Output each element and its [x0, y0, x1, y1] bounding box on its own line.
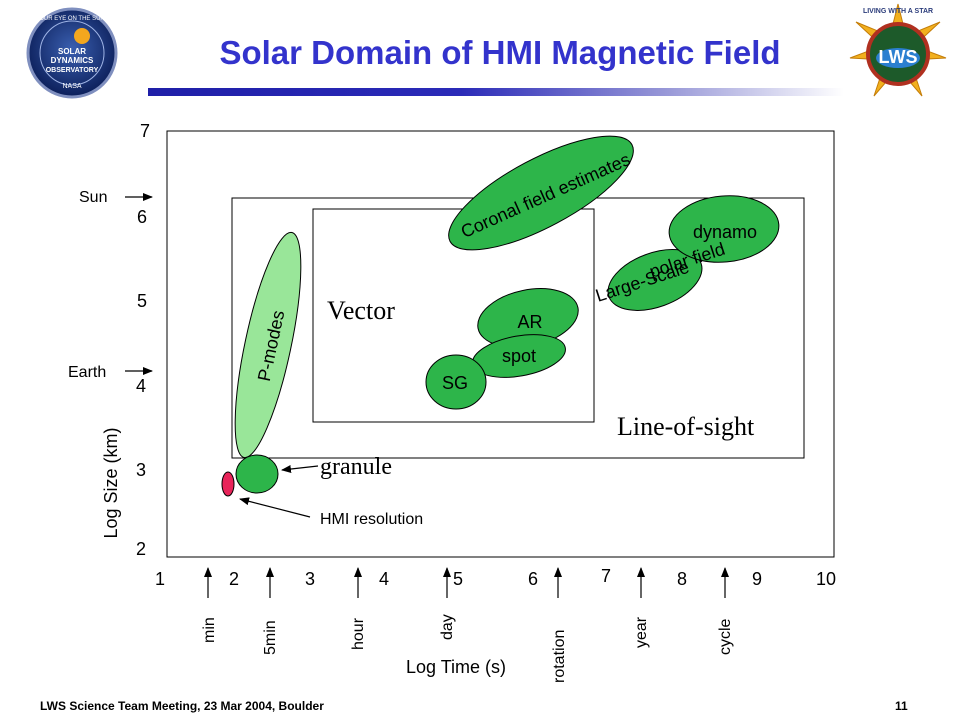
sg-oval	[425, 354, 487, 410]
x-axis-label: Log Time (s)	[406, 657, 506, 677]
x-tick-label: 7	[601, 566, 611, 586]
sdo-logo-line1: SOLAR	[58, 47, 86, 56]
min-marker-label: min	[201, 617, 218, 643]
y-tick-label: 7	[140, 121, 150, 141]
x-tick-label: 9	[752, 569, 762, 589]
title-rule	[148, 88, 844, 96]
x-tick-label: 3	[305, 569, 315, 589]
y-tick-label: 4	[136, 376, 146, 396]
x-tick-label: 5	[453, 569, 463, 589]
cycle-marker-label: cycle	[717, 618, 734, 655]
spot-label: spot	[502, 346, 536, 366]
footer-page-number: 11	[895, 699, 908, 713]
coronal-field-oval	[448, 135, 634, 251]
y-axis-label: Log Size (km)	[101, 427, 121, 538]
slide-title: Solar Domain of HMI Magnetic Field	[219, 34, 781, 71]
y-tick-label: 6	[137, 207, 147, 227]
dynamo-label: dynamo	[693, 222, 757, 242]
sun-marker-label: Sun	[79, 189, 107, 206]
x-tick-label: 6	[528, 569, 538, 589]
sdo-logo-line2: DYNAMICS	[51, 56, 94, 65]
dynamo-oval	[668, 195, 780, 263]
granule-pointer-arrow	[281, 465, 319, 473]
lws-logo-top-text: LIVING WITH A STAR	[863, 8, 933, 15]
ar-label: AR	[517, 312, 542, 332]
vector-region-label: Vector	[327, 296, 395, 325]
hmi-resolution-dot	[221, 471, 235, 497]
footer-meeting-text: LWS Science Team Meeting, 23 Mar 2004, B…	[40, 699, 324, 713]
vector-region	[312, 208, 595, 423]
granule-oval	[235, 454, 279, 494]
line-of-sight-region-label: Line-of-sight	[617, 412, 755, 441]
x-tick-label: 2	[229, 569, 239, 589]
lws-logo-main-text: LWS	[879, 47, 918, 67]
hmi-resolution-pointer-arrow	[239, 497, 311, 518]
y-tick-label: 5	[137, 291, 147, 311]
sdo-logo-line4: NASA	[62, 83, 81, 90]
hmi-resolution-label: HMI resolution	[320, 511, 423, 528]
sdo-logo-line3: OBSERVATORY	[46, 67, 99, 74]
5min-marker-label: 5min	[262, 620, 279, 655]
hour-marker-label: hour	[350, 617, 367, 650]
sdo-logo-top-text: OUR EYE ON THE SUN	[39, 16, 105, 22]
granule-label: granule	[320, 454, 392, 480]
earth-marker-label: Earth	[68, 364, 106, 381]
x-tick-label: 8	[677, 569, 687, 589]
x-tick-label: 1	[155, 569, 165, 589]
year-marker-label: year	[633, 616, 650, 648]
lws-logo: LIVING WITH A STAR LWS	[849, 3, 947, 97]
x-tick-label: 4	[379, 569, 389, 589]
rotation-marker-label: rotation	[551, 630, 568, 683]
y-tick-label: 3	[136, 460, 146, 480]
x-tick-label: 10	[816, 569, 836, 589]
y-tick-label: 2	[136, 539, 146, 559]
sdo-logo: OUR EYE ON THE SUN SOLAR DYNAMICS OBSERV…	[26, 7, 118, 99]
large-scale-oval	[607, 249, 703, 311]
pmodes-oval	[234, 231, 302, 459]
sg-label: SG	[442, 373, 468, 393]
plot-frame	[166, 130, 835, 558]
day-marker-label: day	[439, 614, 456, 640]
